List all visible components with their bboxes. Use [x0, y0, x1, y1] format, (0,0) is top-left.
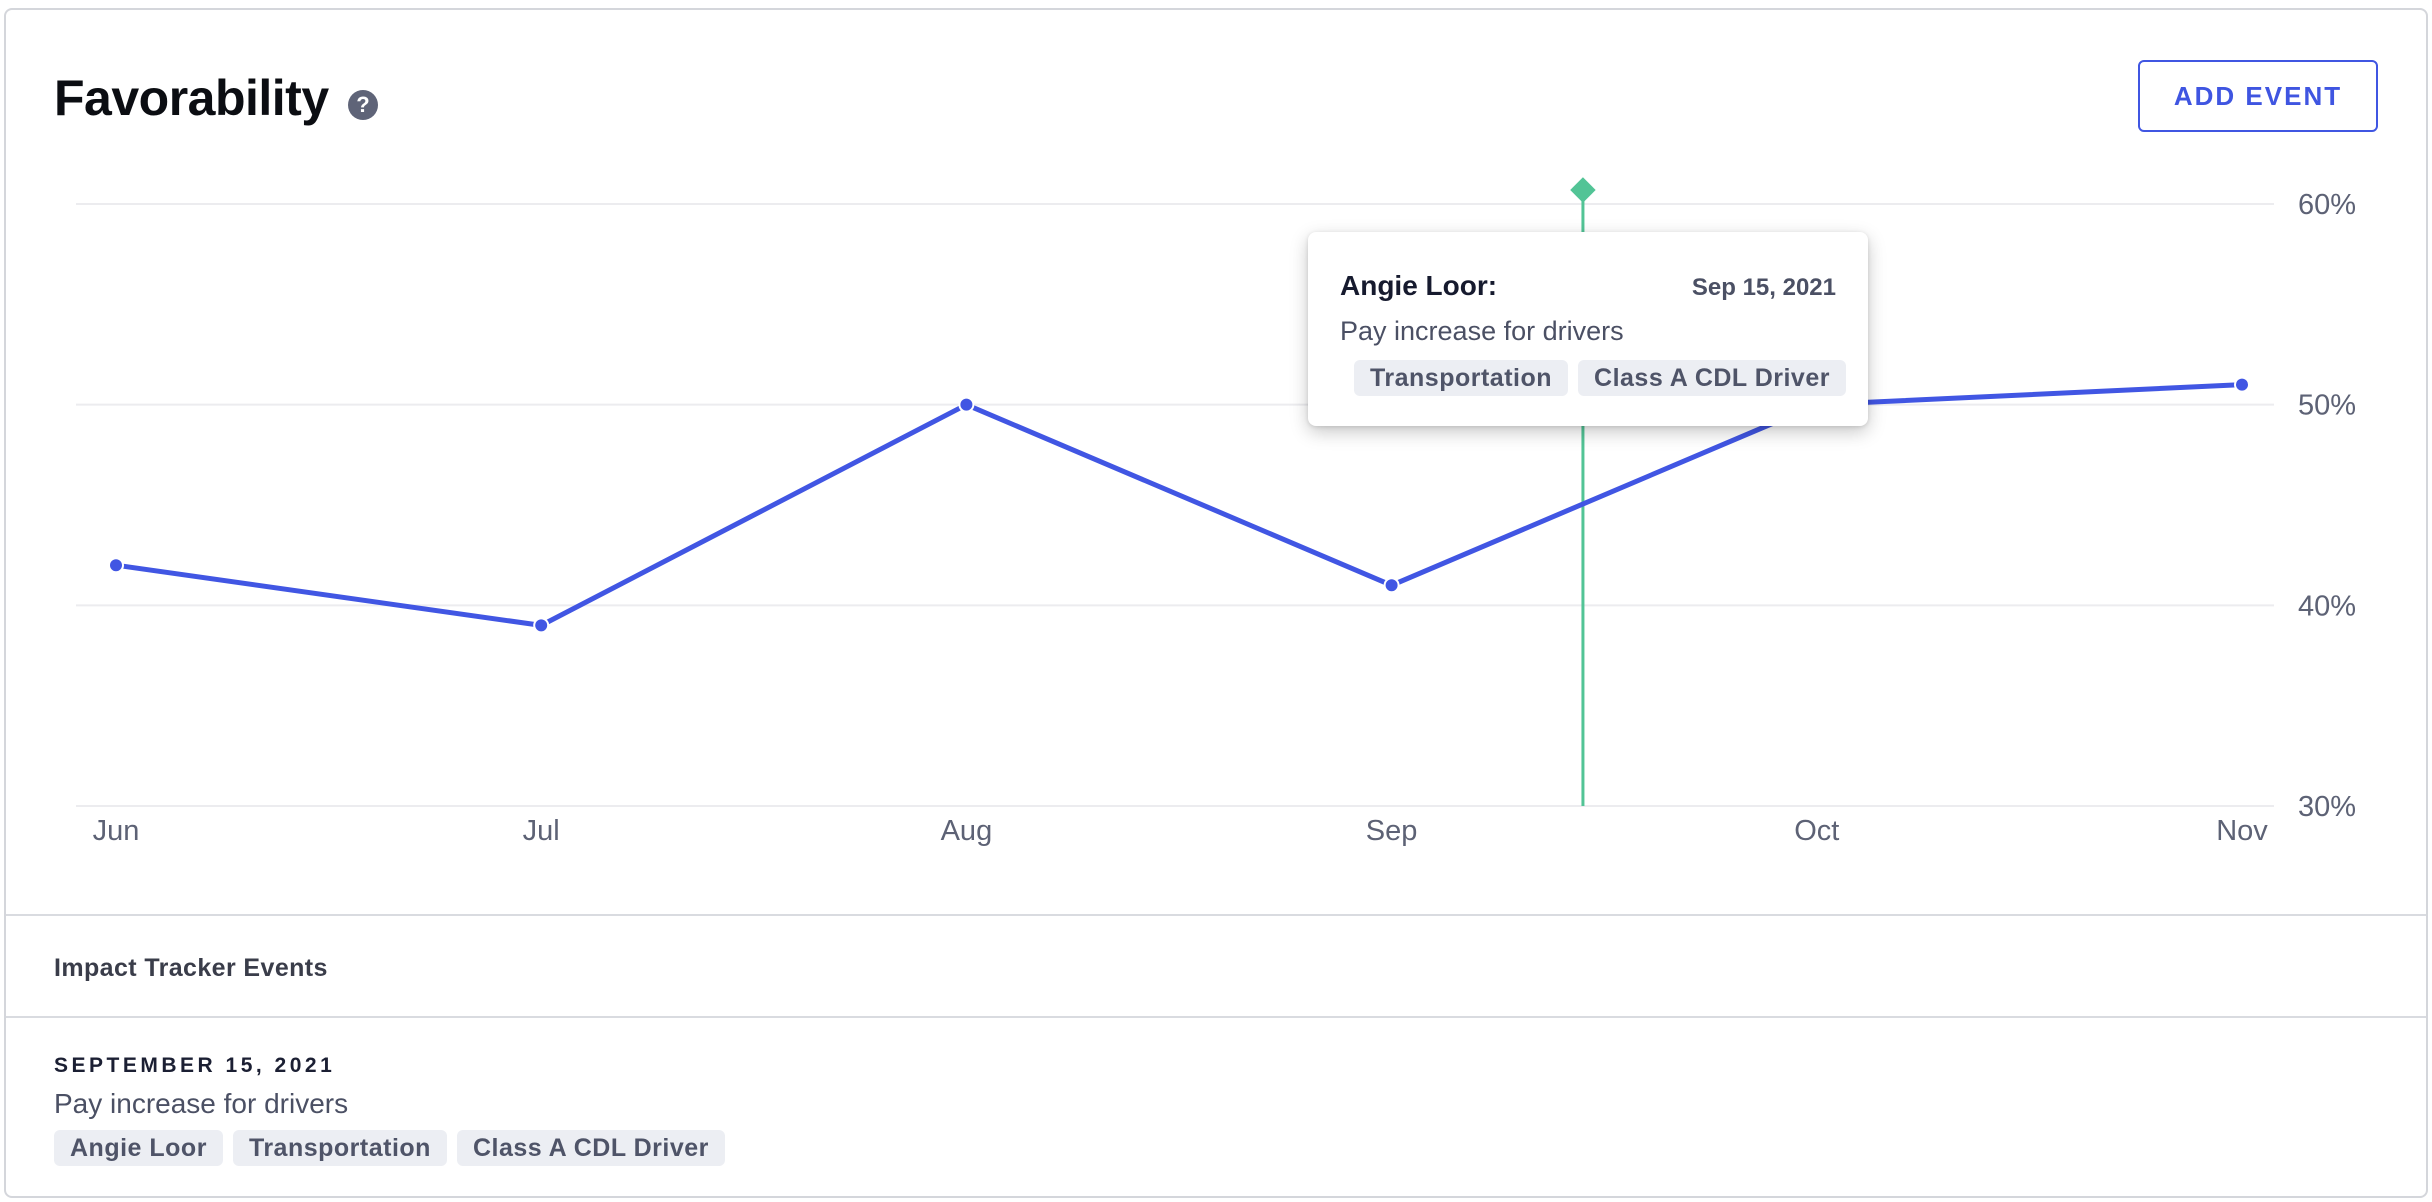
tooltip-tag: Class A CDL Driver	[1578, 360, 1846, 396]
x-tick-label: Aug	[941, 815, 993, 847]
favorability-line-chart: 60% 50% 40% 30% Jun Jul Aug Sep Oct Nov	[76, 177, 2356, 847]
add-event-button[interactable]: ADD EVENT	[2138, 60, 2378, 132]
x-tick-label: Jul	[523, 815, 560, 847]
x-tick-label: Sep	[1366, 815, 1418, 847]
event-marker-diamond	[1570, 177, 1596, 203]
event-description: Pay increase for drivers	[54, 1088, 349, 1119]
section-divider	[6, 914, 2426, 916]
tooltip-author: Angie Loor:	[1340, 270, 1498, 301]
x-tick-label: Oct	[1794, 815, 1839, 847]
section-divider	[6, 1016, 2426, 1018]
event-date: SEPTEMBER 15, 2021	[54, 1054, 336, 1077]
card-header: Favorability ? ADD EVENT	[6, 10, 2426, 190]
page-title: Favorability	[54, 70, 329, 126]
x-tick-label: Jun	[93, 815, 140, 847]
y-tick-label: 40%	[2298, 590, 2356, 622]
data-point	[108, 557, 124, 574]
event-tag: Class A CDL Driver	[456, 1130, 725, 1166]
data-point	[2234, 376, 2250, 393]
x-tick-label: Nov	[2216, 815, 2268, 847]
series-line	[113, 382, 2245, 628]
impact-tracker-label: Impact Tracker Events	[54, 954, 328, 982]
y-tick-label: 60%	[2298, 189, 2356, 221]
event-tag: Transportation	[232, 1130, 447, 1166]
favorability-card: Favorability ? ADD EVENT 60% 50% 40% 30% Ju…	[4, 8, 2428, 1198]
question-circle-icon[interactable]: ?	[348, 90, 378, 120]
data-point	[533, 617, 550, 634]
tooltip-tags: Transportation Class A CDL Driver	[1354, 360, 1846, 396]
event-tooltip: Angie Loor: Sep 15, 2021 Pay increase fo…	[1308, 232, 1868, 426]
tooltip-description: Pay increase for drivers	[1340, 316, 1624, 346]
data-point	[958, 396, 975, 413]
tooltip-date: Sep 15, 2021	[1691, 274, 1836, 301]
tooltip-tag: Transportation	[1354, 360, 1569, 396]
y-tick-label: 50%	[2298, 390, 2356, 422]
data-point	[1383, 577, 1400, 594]
event-tags: Angie Loor Transportation Class A CDL Dr…	[54, 1130, 725, 1166]
y-tick-label: 30%	[2298, 791, 2356, 823]
event-tag: Angie Loor	[54, 1130, 223, 1166]
